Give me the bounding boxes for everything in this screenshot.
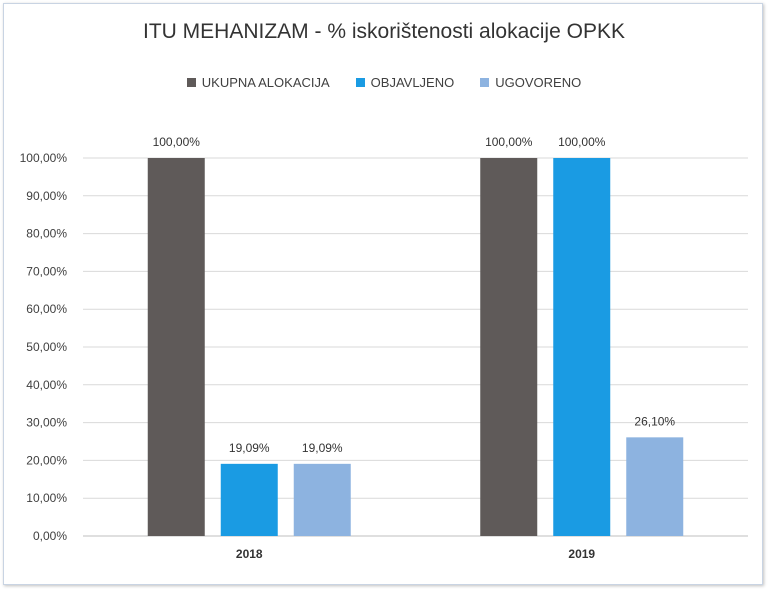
legend-item-objavljeno: OBJAVLJENO [355, 75, 455, 90]
legend-swatch [186, 78, 196, 87]
x-category-label: 2019 [568, 547, 595, 561]
y-tick-label: 10,00% [26, 491, 67, 505]
y-tick-label: 70,00% [26, 264, 67, 278]
chart-title: ITU MEHANIZAM - % iskorištenosti alokaci… [143, 20, 625, 43]
y-tick-label: 30,00% [26, 416, 67, 430]
legend-item-ugovoreno: UGOVORENO [480, 75, 581, 90]
y-tick-label: 90,00% [26, 189, 67, 203]
chart-legend: UKUPNA ALOKACIJA OBJAVLJENO UGOVORENO [0, 75, 768, 90]
bar-ugovoreno-2019 [626, 437, 684, 536]
data-label: 26,10% [634, 414, 675, 428]
y-tick-label: 60,00% [26, 302, 67, 316]
y-tick-label: 20,00% [26, 453, 67, 467]
legend-swatch [480, 78, 490, 87]
data-label: 100,00% [153, 135, 201, 149]
y-tick-label: 100,00% [20, 151, 68, 165]
legend-swatch [355, 78, 365, 87]
y-tick-label: 40,00% [26, 378, 67, 392]
data-label: 19,09% [229, 441, 270, 455]
legend-label: OBJAVLJENO [370, 75, 455, 90]
bar-ukupna-alokacija-2019 [480, 158, 538, 536]
bar-objavljeno-2018 [220, 463, 278, 536]
x-category-label: 2018 [236, 547, 263, 561]
bar-ukupna-alokacija-2018 [147, 158, 205, 536]
data-label: 19,09% [302, 441, 343, 455]
y-tick-label: 80,00% [26, 227, 67, 241]
y-tick-label: 50,00% [26, 340, 67, 354]
data-label: 100,00% [558, 135, 606, 149]
legend-item-ukupna-alokacija: UKUPNA ALOKACIJA [186, 75, 330, 90]
legend-label: UGOVORENO [495, 75, 582, 90]
legend-label: UKUPNA ALOKACIJA [201, 75, 330, 90]
data-label: 100,00% [485, 135, 533, 149]
y-tick-label: 0,00% [33, 529, 67, 543]
bar-objavljeno-2019 [553, 158, 611, 536]
bar-ugovoreno-2018 [293, 463, 351, 536]
